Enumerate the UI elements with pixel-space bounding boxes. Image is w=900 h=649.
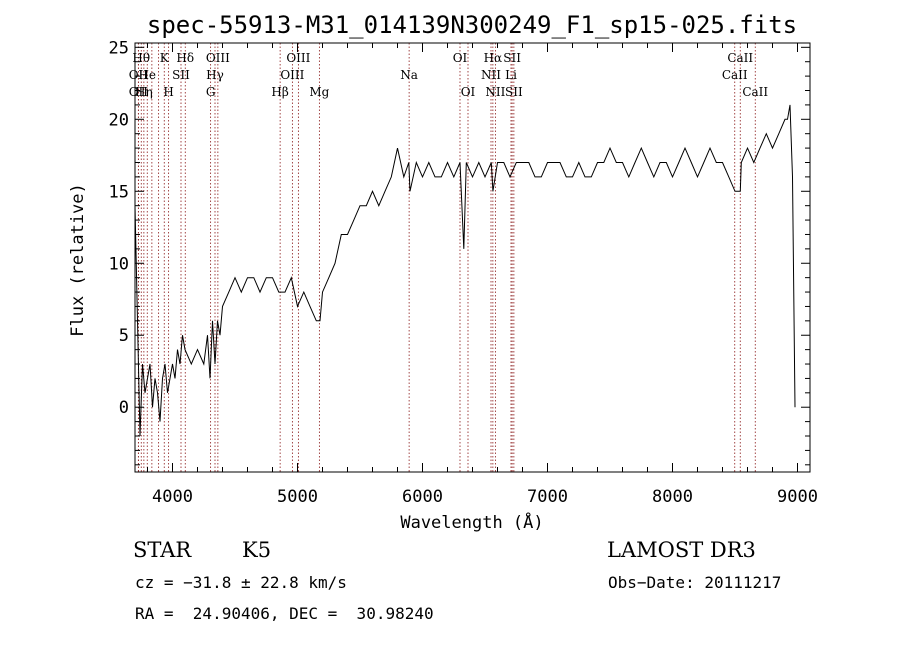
y-tick-label: 25 <box>109 38 129 58</box>
x-tick-label: 5000 <box>277 487 318 507</box>
line-marker-label: Hα <box>484 51 503 65</box>
line-marker-label: H <box>163 85 173 99</box>
line-marker-label: G <box>206 85 216 99</box>
line-marker-label: NII <box>485 85 505 99</box>
y-tick-label: 15 <box>109 182 129 202</box>
x-tick-label: 8000 <box>652 487 693 507</box>
line-marker-label: OII <box>129 68 149 82</box>
line-markers <box>137 43 756 472</box>
line-marker-label: OIII <box>280 68 304 82</box>
line-marker-label: Hβ <box>271 85 288 99</box>
x-tick-label: 6000 <box>402 487 443 507</box>
y-tick-label: 20 <box>109 110 129 130</box>
y-axis-ticks: 0 5 10 15 20 25 <box>109 38 810 466</box>
line-marker-label: He <box>138 68 156 82</box>
y-axis-label: Flux (relative) <box>68 183 88 337</box>
x-axis-label: Wavelength (Å) <box>400 511 543 533</box>
redshift-text: cz = −31.8 ± 22.8 km/s <box>135 573 347 592</box>
spectrum-line <box>134 104 796 437</box>
line-marker-label: Hδ <box>176 51 194 65</box>
x-tick-label: 4000 <box>152 487 193 507</box>
coordinates: RA = 24.90406, DEC = 30.98240 <box>135 604 434 623</box>
plot-frame <box>134 42 811 473</box>
survey-name: LAMOST DR3 <box>607 538 756 562</box>
line-marker-label: Mg <box>309 85 329 99</box>
line-marker-label: OI <box>461 85 476 99</box>
object-class: STAR <box>133 538 192 562</box>
x-tick-label: 9000 <box>777 487 818 507</box>
x-axis-ticks: 4000 5000 6000 7000 8000 9000 <box>147 43 818 507</box>
chart-title: spec-55913-M31_014139N300249_F1_sp15-025… <box>147 11 797 39</box>
line-marker-label: CaII <box>722 68 748 82</box>
line-marker-label: NII <box>481 68 501 82</box>
line-marker-label: SII <box>505 85 523 99</box>
line-marker-label: Hγ <box>206 68 224 82</box>
line-marker-label: K <box>160 51 170 65</box>
line-marker-label: Na <box>400 68 418 82</box>
y-tick-label: 5 <box>119 326 129 346</box>
line-marker-label: SII <box>172 68 190 82</box>
y-tick-label: 10 <box>109 254 129 274</box>
line-marker-label: SII <box>503 51 521 65</box>
line-marker-label: OIII <box>286 51 310 65</box>
object-subclass: K5 <box>242 538 272 562</box>
line-marker-label: OI <box>453 51 468 65</box>
line-marker-label: CaII <box>742 85 768 99</box>
line-marker-label: OII <box>129 85 149 99</box>
y-tick-label: 0 <box>119 398 129 418</box>
line-marker-label: CaII <box>727 51 753 65</box>
line-marker-label: Hη <box>135 85 153 99</box>
obs-date: Obs−Date: 20111217 <box>608 573 782 592</box>
line-marker-label: Li <box>505 68 517 82</box>
x-tick-label: 7000 <box>527 487 568 507</box>
line-marker-labels: OIIOIIHθHηHeKHSIIHδGHγOIIIHβOIIIOIIIMgNa… <box>129 51 769 99</box>
line-marker-label: OIII <box>206 51 230 65</box>
